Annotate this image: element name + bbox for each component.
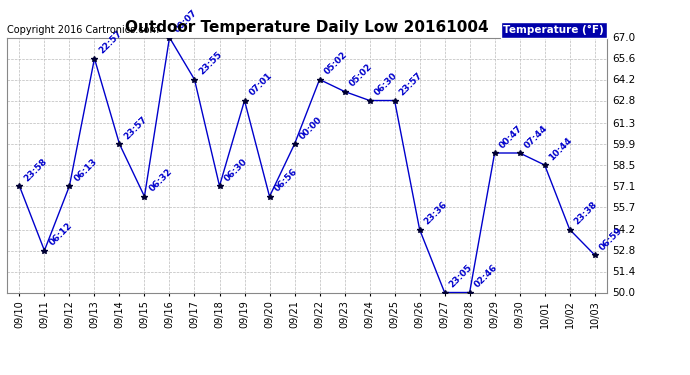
Text: 06:59: 06:59 <box>598 226 624 252</box>
Text: 06:30: 06:30 <box>373 71 399 98</box>
Text: 23:58: 23:58 <box>22 157 49 183</box>
Text: 00:07: 00:07 <box>172 8 199 35</box>
Text: 06:30: 06:30 <box>222 157 248 183</box>
Text: 06:13: 06:13 <box>72 157 99 183</box>
Text: 05:02: 05:02 <box>322 50 348 77</box>
Text: 05:02: 05:02 <box>347 62 374 89</box>
Text: 06:12: 06:12 <box>47 221 74 248</box>
Text: 02:46: 02:46 <box>473 263 499 290</box>
Text: Copyright 2016 Cartronics.com: Copyright 2016 Cartronics.com <box>7 25 159 35</box>
Title: Outdoor Temperature Daily Low 20161004: Outdoor Temperature Daily Low 20161004 <box>126 20 489 35</box>
Text: 23:55: 23:55 <box>197 50 224 77</box>
Text: 23:05: 23:05 <box>447 263 474 290</box>
Text: 00:00: 00:00 <box>297 115 324 141</box>
Text: 23:57: 23:57 <box>122 114 149 141</box>
Text: 10:44: 10:44 <box>547 135 574 162</box>
Text: 23:38: 23:38 <box>573 200 599 227</box>
Text: 23:36: 23:36 <box>422 200 449 227</box>
Text: 00:47: 00:47 <box>497 124 524 150</box>
Text: 23:57: 23:57 <box>397 71 424 98</box>
Text: 07:01: 07:01 <box>247 71 274 98</box>
Text: 22:57: 22:57 <box>97 29 124 56</box>
Text: Temperature (°F): Temperature (°F) <box>504 25 604 35</box>
Text: 06:32: 06:32 <box>147 167 174 194</box>
Text: 07:44: 07:44 <box>522 123 549 150</box>
Text: 06:56: 06:56 <box>273 167 299 194</box>
